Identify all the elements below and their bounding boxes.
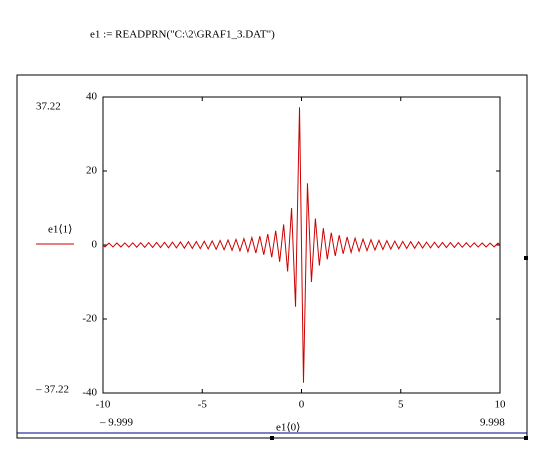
data-line [102, 107, 501, 383]
y-max-label: 37.22 [36, 101, 61, 113]
x-axis-label: e1⟨0⟩ [276, 422, 300, 434]
x-tick-label: 10 [495, 399, 507, 411]
resize-handle [270, 436, 274, 440]
x-tick-label: -10 [96, 399, 111, 411]
y-tick-label: -40 [82, 387, 97, 399]
x-tick-label: 5 [398, 399, 404, 411]
y-tick-label: -20 [82, 313, 97, 325]
legend-label: e1⟨1⟩ [48, 224, 72, 236]
y-min-label: – 37.22 [35, 384, 69, 396]
y-tick-label: 0 [92, 239, 98, 251]
resize-handle [524, 256, 528, 260]
y-tick-label: 40 [86, 91, 98, 103]
formula: e1 := READPRN("C:\2\GRAF1_3.DAT") [90, 29, 275, 41]
x-tick-label: 0 [299, 399, 305, 411]
y-tick-label: 20 [86, 165, 98, 177]
x-max-label: 9.998 [480, 417, 505, 429]
resize-handle [524, 436, 528, 440]
x-tick-label: -5 [198, 399, 208, 411]
x-min-label: – 9.999 [99, 417, 134, 429]
